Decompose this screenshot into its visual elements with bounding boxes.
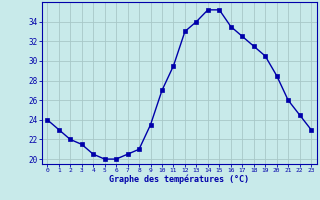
X-axis label: Graphe des températures (°C): Graphe des températures (°C) [109, 175, 249, 184]
